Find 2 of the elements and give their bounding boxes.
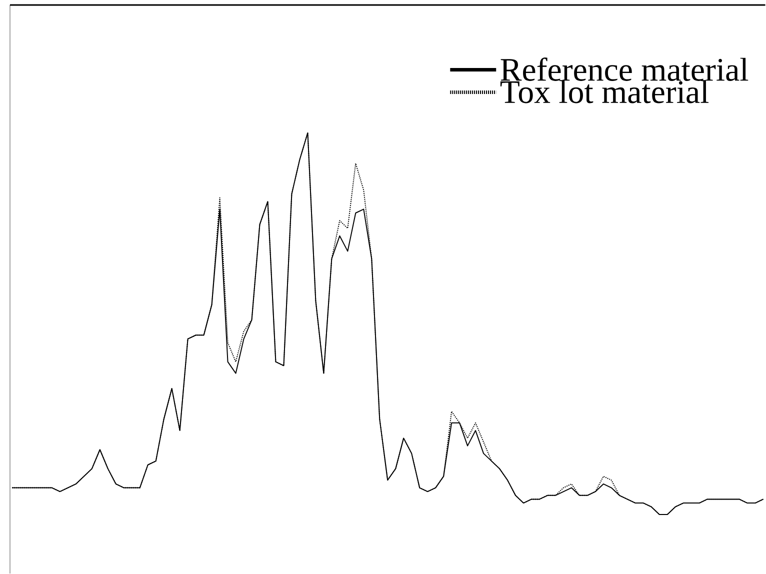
legend-label: Tox lot material [500,80,709,104]
legend-label: Reference material [500,58,748,81]
